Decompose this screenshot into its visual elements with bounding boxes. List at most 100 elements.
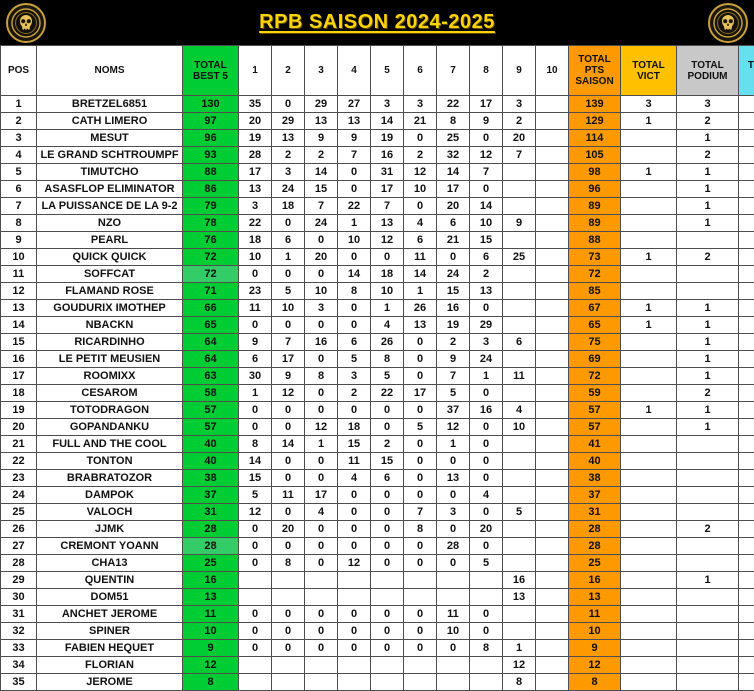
cell-round-8[interactable]: 24	[470, 351, 503, 368]
cell-round-3[interactable]: 0	[305, 538, 338, 555]
cell-round-4[interactable]: 8	[338, 283, 371, 300]
cell-total-best5[interactable]: 57	[183, 419, 239, 436]
cell-round-3[interactable]: 0	[305, 623, 338, 640]
cell-total-vict[interactable]	[621, 215, 677, 232]
cell-position[interactable]: 19	[1, 402, 37, 419]
cell-round-1[interactable]: 3	[239, 198, 272, 215]
cell-total-pts-saison[interactable]: 129	[569, 113, 621, 130]
cell-round-2[interactable]: 20	[272, 521, 305, 538]
cell-round-3[interactable]: 0	[305, 317, 338, 334]
cell-total-pts-saison[interactable]: 40	[569, 453, 621, 470]
cell-total-tf[interactable]: 1	[739, 555, 754, 572]
cell-total-tf[interactable]: 2	[739, 317, 754, 334]
cell-round-3[interactable]	[305, 657, 338, 674]
cell-total-pts-saison[interactable]: 11	[569, 606, 621, 623]
cell-position[interactable]: 17	[1, 368, 37, 385]
cell-total-best5[interactable]: 66	[183, 300, 239, 317]
table-row[interactable]: 11SOFFCAT72000141814242724	[1, 266, 754, 283]
cell-round-5[interactable]: 17	[371, 181, 404, 198]
cell-round-10[interactable]	[536, 521, 569, 538]
cell-total-best5[interactable]: 57	[183, 402, 239, 419]
cell-round-1[interactable]: 35	[239, 96, 272, 113]
cell-player-name[interactable]: FULL AND THE COOL	[37, 436, 183, 453]
cell-total-vict[interactable]	[621, 198, 677, 215]
cell-round-1[interactable]: 20	[239, 113, 272, 130]
cell-total-pts-saison[interactable]: 67	[569, 300, 621, 317]
cell-round-5[interactable]: 26	[371, 334, 404, 351]
cell-round-8[interactable]: 0	[470, 504, 503, 521]
cell-round-7[interactable]: 16	[437, 300, 470, 317]
cell-total-best5[interactable]: 58	[183, 385, 239, 402]
cell-round-2[interactable]: 11	[272, 487, 305, 504]
table-row[interactable]: 29QUENTIN16161611	[1, 572, 754, 589]
cell-round-6[interactable]: 21	[404, 113, 437, 130]
cell-position[interactable]: 25	[1, 504, 37, 521]
cell-total-pts-saison[interactable]: 139	[569, 96, 621, 113]
cell-round-1[interactable]: 8	[239, 436, 272, 453]
cell-round-5[interactable]: 6	[371, 470, 404, 487]
cell-total-vict[interactable]	[621, 351, 677, 368]
cell-total-pts-saison[interactable]: 31	[569, 504, 621, 521]
cell-round-2[interactable]: 17	[272, 351, 305, 368]
cell-total-podium[interactable]: 2	[677, 385, 739, 402]
cell-round-2[interactable]	[272, 674, 305, 691]
cell-round-9[interactable]	[503, 198, 536, 215]
table-row[interactable]: 18CESAROM58112022217505922	[1, 385, 754, 402]
cell-total-podium[interactable]	[677, 606, 739, 623]
col-header-round-3[interactable]: 3	[305, 46, 338, 96]
cell-round-1[interactable]: 0	[239, 640, 272, 657]
cell-total-best5[interactable]: 71	[183, 283, 239, 300]
cell-total-pts-saison[interactable]: 8	[569, 674, 621, 691]
cell-round-5[interactable]	[371, 572, 404, 589]
cell-round-2[interactable]: 0	[272, 317, 305, 334]
cell-round-6[interactable]: 0	[404, 640, 437, 657]
cell-total-pts-saison[interactable]: 105	[569, 147, 621, 164]
cell-round-9[interactable]	[503, 606, 536, 623]
cell-total-best5[interactable]: 9	[183, 640, 239, 657]
cell-round-1[interactable]: 11	[239, 300, 272, 317]
cell-total-pts-saison[interactable]: 88	[569, 232, 621, 249]
cell-round-3[interactable]: 0	[305, 232, 338, 249]
table-row[interactable]: 14NBACKN650000413192965112	[1, 317, 754, 334]
cell-total-tf[interactable]: 2	[739, 334, 754, 351]
cell-round-9[interactable]	[503, 181, 536, 198]
cell-round-10[interactable]	[536, 334, 569, 351]
col-header-total-vict[interactable]: TOTAL VICT	[621, 46, 677, 96]
cell-total-pts-saison[interactable]: 65	[569, 317, 621, 334]
cell-round-7[interactable]	[437, 589, 470, 606]
cell-total-vict[interactable]	[621, 181, 677, 198]
cell-round-7[interactable]	[437, 674, 470, 691]
cell-round-10[interactable]	[536, 385, 569, 402]
cell-round-1[interactable]: 18	[239, 232, 272, 249]
cell-round-9[interactable]: 13	[503, 589, 536, 606]
col-header-total-tf[interactable]: TOTAL TF à 8	[739, 46, 754, 96]
cell-round-4[interactable]: 0	[338, 402, 371, 419]
cell-round-9[interactable]	[503, 538, 536, 555]
cell-round-1[interactable]: 13	[239, 181, 272, 198]
cell-total-tf[interactable]: 4	[739, 266, 754, 283]
cell-total-podium[interactable]: 2	[677, 147, 739, 164]
cell-player-name[interactable]: TONTON	[37, 453, 183, 470]
cell-position[interactable]: 32	[1, 623, 37, 640]
cell-round-3[interactable]: 7	[305, 198, 338, 215]
cell-round-4[interactable]: 12	[338, 555, 371, 572]
cell-position[interactable]: 24	[1, 487, 37, 504]
cell-round-5[interactable]: 3	[371, 96, 404, 113]
cell-round-4[interactable]: 0	[338, 249, 371, 266]
cell-total-vict[interactable]	[621, 674, 677, 691]
cell-round-9[interactable]: 10	[503, 419, 536, 436]
cell-round-8[interactable]: 0	[470, 419, 503, 436]
cell-round-10[interactable]	[536, 198, 569, 215]
cell-player-name[interactable]: LA PUISSANCE DE LA 9-2	[37, 198, 183, 215]
cell-total-tf[interactable]: 3	[739, 164, 754, 181]
cell-round-7[interactable]: 37	[437, 402, 470, 419]
cell-round-6[interactable]: 0	[404, 402, 437, 419]
cell-round-2[interactable]: 18	[272, 198, 305, 215]
cell-round-3[interactable]: 0	[305, 555, 338, 572]
cell-position[interactable]: 23	[1, 470, 37, 487]
